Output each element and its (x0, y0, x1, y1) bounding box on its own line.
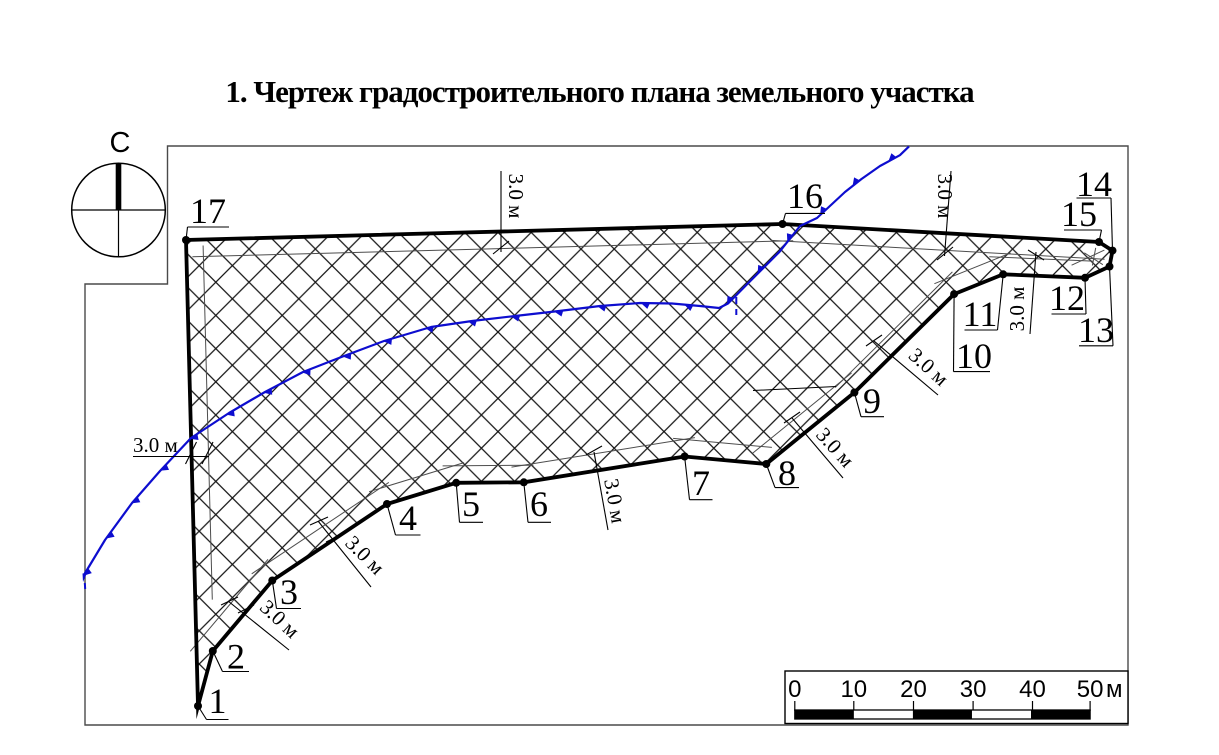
svg-text:3.0 м: 3.0 м (133, 433, 178, 457)
svg-text:С: С (110, 127, 131, 159)
svg-text:15: 15 (1061, 194, 1097, 234)
svg-text:20: 20 (900, 676, 927, 703)
svg-text:30: 30 (960, 676, 987, 703)
svg-text:6: 6 (530, 484, 548, 524)
svg-text:5: 5 (462, 484, 480, 524)
svg-text:3: 3 (280, 572, 298, 612)
svg-text:10: 10 (840, 676, 867, 703)
svg-text:8: 8 (778, 453, 796, 493)
svg-text:3.0 м: 3.0 м (504, 174, 528, 219)
svg-text:10: 10 (956, 336, 992, 376)
svg-text:12: 12 (1049, 278, 1085, 318)
svg-text:1: 1 (209, 681, 227, 721)
svg-text:11: 11 (963, 294, 998, 334)
svg-text:17: 17 (190, 191, 226, 231)
svg-text:2: 2 (227, 637, 245, 677)
svg-text:9: 9 (863, 381, 881, 421)
svg-text:40: 40 (1019, 676, 1046, 703)
svg-text:4: 4 (399, 498, 417, 538)
svg-text:7: 7 (692, 463, 710, 503)
svg-text:3.0 м: 3.0 м (1005, 287, 1029, 332)
svg-text:14: 14 (1076, 164, 1112, 204)
svg-text:16: 16 (787, 176, 823, 216)
svg-text:13: 13 (1078, 310, 1114, 350)
svg-text:м: м (1106, 676, 1123, 703)
svg-text:50: 50 (1077, 676, 1104, 703)
svg-text:3.0 м: 3.0 м (933, 174, 957, 219)
svg-text:0: 0 (788, 676, 801, 703)
